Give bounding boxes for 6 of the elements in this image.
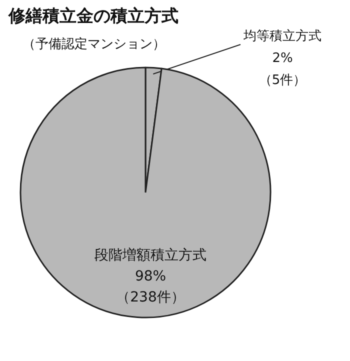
chart-title: 修繕積立金の積立方式 [8, 6, 178, 26]
text: （予備認定マンション） [22, 37, 166, 52]
data-label: 98% （238件） [116, 268, 185, 306]
slice-label: 段階増額積立方式 [94, 246, 206, 264]
data-label: 2% （5件） [258, 51, 306, 88]
slice-label: 均等積立方式 [242, 28, 322, 44]
